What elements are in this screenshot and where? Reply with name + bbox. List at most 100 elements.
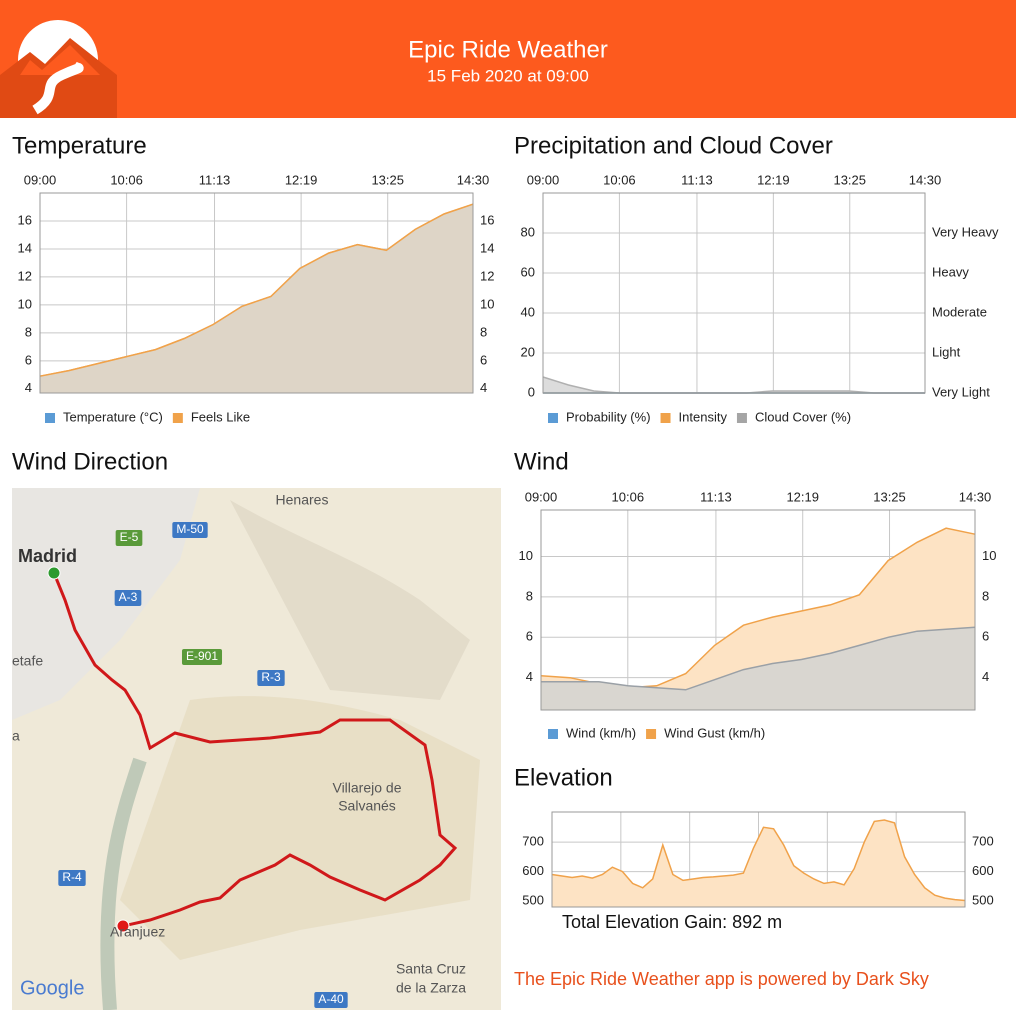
y-tick-label: 6 xyxy=(526,629,533,644)
map-place-label: etafe xyxy=(12,653,43,669)
legend-label: Wind Gust (km/h) xyxy=(664,725,765,740)
road-badge-bg xyxy=(172,522,208,538)
x-tick-label: 11:13 xyxy=(681,172,713,187)
y-tick-label: 700 xyxy=(522,834,544,849)
road-badge-label: M-50 xyxy=(176,522,204,536)
y-tick-label: 14 xyxy=(18,240,32,255)
x-tick-label: 14:30 xyxy=(959,489,992,504)
legend-swatch xyxy=(45,413,55,423)
y-tick-label: 8 xyxy=(25,324,32,339)
road-badge-bg xyxy=(58,870,86,886)
map-place-label: Madrid xyxy=(18,546,77,566)
area xyxy=(541,627,975,710)
x-tick-label: 12:19 xyxy=(285,172,318,187)
legend-label: Wind (km/h) xyxy=(566,725,636,740)
legend-label: Probability (%) xyxy=(566,409,651,424)
y2-tick-label: Heavy xyxy=(932,264,969,279)
y-tick-label: 10 xyxy=(519,548,533,563)
y-tick-label-right: 6 xyxy=(982,629,989,644)
road-badge-label: E-5 xyxy=(120,530,139,544)
legend-swatch xyxy=(548,729,558,739)
y-tick-label-right: 8 xyxy=(982,588,989,603)
y-tick-label-right: 16 xyxy=(480,212,494,227)
y-tick-label: 20 xyxy=(521,344,535,359)
road-badge-label: E-901 xyxy=(186,649,218,663)
y-tick-label-right: 10 xyxy=(480,296,494,311)
map-place-label: Henares xyxy=(276,492,329,508)
line xyxy=(39,203,474,377)
legend-swatch xyxy=(660,413,671,423)
legend-swatch xyxy=(736,413,747,423)
road-badge: A-40 xyxy=(314,992,348,1008)
line xyxy=(551,819,966,902)
legend-label: Cloud Cover (%) xyxy=(755,409,851,424)
road-badge-bg xyxy=(181,649,223,665)
y2-tick-label: Moderate xyxy=(932,304,987,319)
road-badge-bg xyxy=(257,670,285,686)
legend-label: Temperature (°C) xyxy=(63,409,163,424)
y-tick-label: 10 xyxy=(18,296,32,311)
y-tick-label: 60 xyxy=(521,264,535,279)
map-place-label: de la Zarza xyxy=(396,980,466,996)
map-title: Wind Direction xyxy=(12,448,168,475)
y-tick-label: 40 xyxy=(521,304,535,319)
y-tick-label: 8 xyxy=(526,588,533,603)
road-badge-label: A-3 xyxy=(119,590,138,604)
y-tick-label-right: 4 xyxy=(480,380,487,395)
footer-note: The Epic Ride Weather app is powered by … xyxy=(514,969,929,989)
plot-border xyxy=(551,811,966,908)
x-tick-label: 10:06 xyxy=(603,172,636,187)
y2-tick-label: Very Heavy xyxy=(932,224,999,239)
x-tick-label: 12:19 xyxy=(786,489,819,504)
x-tick-label: 09:00 xyxy=(527,172,560,187)
y2-tick-label: Light xyxy=(932,344,961,359)
plot-area xyxy=(542,192,926,394)
x-tick-label: 11:13 xyxy=(700,489,732,504)
x-tick-label: 14:30 xyxy=(457,172,490,187)
road-badge: E-901 xyxy=(181,649,223,665)
header-bar xyxy=(0,0,1016,118)
x-tick-label: 13:25 xyxy=(833,172,866,187)
plot-border xyxy=(39,192,474,394)
map-place-label: Google xyxy=(20,977,85,999)
plot-border xyxy=(542,192,926,394)
road-badge: A-3 xyxy=(114,590,142,606)
y-tick-label-right: 600 xyxy=(972,863,994,878)
map-place-label: Aranjuez xyxy=(110,924,165,940)
road-badge-bg xyxy=(115,530,143,546)
app-title: Epic Ride Weather xyxy=(408,36,608,63)
road-badge-label: R-4 xyxy=(62,870,82,884)
map: Henares Madrid etafe a Villarejo de Salvanés A… xyxy=(12,488,501,1010)
y-tick-label-right: 10 xyxy=(982,548,996,563)
y-tick-label-right: 6 xyxy=(480,352,487,367)
chart-title: Elevation xyxy=(514,764,613,791)
chart-title: Precipitation and Cloud Cover xyxy=(514,132,833,159)
x-tick-label: 14:30 xyxy=(909,172,942,187)
map-place-label: Villarejo de xyxy=(332,780,401,796)
y2-tick-label: Very Light xyxy=(932,384,990,399)
y-tick-label-right: 12 xyxy=(480,268,494,283)
x-tick-label: 09:00 xyxy=(525,489,558,504)
road-badge: R-4 xyxy=(58,870,86,886)
y-tick-label: 4 xyxy=(526,669,533,684)
chart-title: Wind xyxy=(514,448,569,475)
y-tick-label: 12 xyxy=(18,268,32,283)
y-tick-label: 16 xyxy=(18,212,32,227)
y-tick-label-right: 4 xyxy=(982,669,989,684)
legend-swatch xyxy=(548,413,558,423)
y-tick-label-right: 700 xyxy=(972,834,994,849)
road-badge-label: A-40 xyxy=(318,992,344,1006)
plot-border xyxy=(540,509,976,711)
legend-swatch xyxy=(646,729,657,739)
area xyxy=(40,204,473,393)
y-tick-label: 0 xyxy=(528,384,535,399)
y-tick-label: 6 xyxy=(25,352,32,367)
y-tick-label: 80 xyxy=(521,224,535,239)
y-tick-label-right: 8 xyxy=(480,324,487,339)
line xyxy=(541,626,976,691)
x-tick-label: 12:19 xyxy=(757,172,790,187)
road-badge-bg xyxy=(314,992,348,1008)
y-tick-label: 4 xyxy=(25,380,32,395)
y-tick-label-right: 500 xyxy=(972,893,994,908)
